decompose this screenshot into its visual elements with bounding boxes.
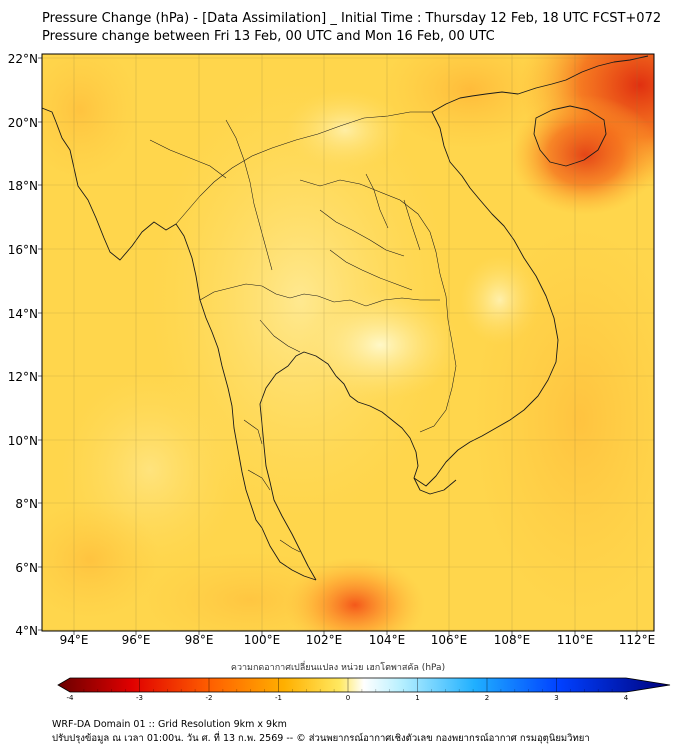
lon-label: 108°E: [494, 633, 531, 647]
colorbar-title: ความกดอากาศเปลี่ยนแปลง หน่วย เฮกโตพาสคัล…: [230, 663, 446, 673]
lat-label: 12°N: [8, 370, 38, 384]
lat-label: 8°N: [15, 497, 38, 511]
colorbar-tick-label: -3: [136, 694, 143, 702]
footer-line-2: ปรับปรุงข้อมูล ณ เวลา 01:00น. วัน ศ. ที่…: [52, 733, 590, 744]
colorbar-tick-label: -4: [67, 694, 75, 702]
lat-label: 10°N: [8, 434, 38, 448]
colorbar-tick-label: 3: [554, 694, 558, 702]
colorbar-tick-label: 1: [415, 694, 419, 702]
colorbar-ramp: [57, 677, 671, 693]
lat-label: 16°N: [8, 243, 38, 257]
footer: WRF-DA Domain 01 :: Grid Resolution 9km …: [52, 718, 590, 746]
pressure-change-field: [42, 54, 654, 631]
lon-label: 102°E: [306, 633, 343, 647]
title-line-1: Pressure Change (hPa) - [Data Assimilati…: [42, 11, 662, 26]
lon-label: 112°E: [619, 633, 656, 647]
lon-label: 94°E: [60, 633, 89, 647]
map-title: Pressure Change (hPa) - [Data Assimilati…: [42, 10, 661, 46]
lon-label: 110°E: [557, 633, 594, 647]
footer-line-1: WRF-DA Domain 01 :: Grid Resolution 9km …: [52, 719, 287, 730]
lon-label: 106°E: [431, 633, 468, 647]
colorbar-tick-label: 2: [485, 694, 489, 702]
lat-label: 14°N: [8, 307, 38, 321]
colorbar-tick-label: -1: [275, 694, 282, 702]
graticule: [38, 54, 654, 635]
latitude-labels: 22°N 20°N 18°N 16°N 14°N 12°N 10°N 8°N 6…: [8, 52, 38, 638]
colorbar-tick-label: 0: [346, 694, 350, 702]
lat-label: 4°N: [15, 624, 38, 638]
lon-label: 96°E: [122, 633, 151, 647]
colorbar-tick-label: 4: [624, 694, 629, 702]
lon-label: 100°E: [244, 633, 281, 647]
lat-label: 20°N: [8, 116, 38, 130]
lat-label: 6°N: [15, 561, 38, 575]
colorbar: -4 -3 -2 -1 0 1 2 3 4: [57, 677, 671, 702]
admin-borders: [149, 111, 457, 553]
lat-label: 18°N: [8, 179, 38, 193]
colorbar-tick-labels: -4 -3 -2 -1 0 1 2 3 4: [67, 694, 629, 702]
longitude-labels: 94°E 96°E 98°E 100°E 102°E 104°E 106°E 1…: [60, 633, 656, 647]
lon-label: 98°E: [185, 633, 214, 647]
map-frame: [41, 53, 655, 632]
title-line-2: Pressure change between Fri 13 Feb, 00 U…: [42, 29, 495, 44]
lon-label: 104°E: [369, 633, 406, 647]
lat-label: 22°N: [8, 52, 38, 66]
coastlines: [42, 55, 649, 581]
colorbar-tick-label: -2: [206, 694, 213, 702]
colorbar-ticks: [83, 678, 613, 692]
